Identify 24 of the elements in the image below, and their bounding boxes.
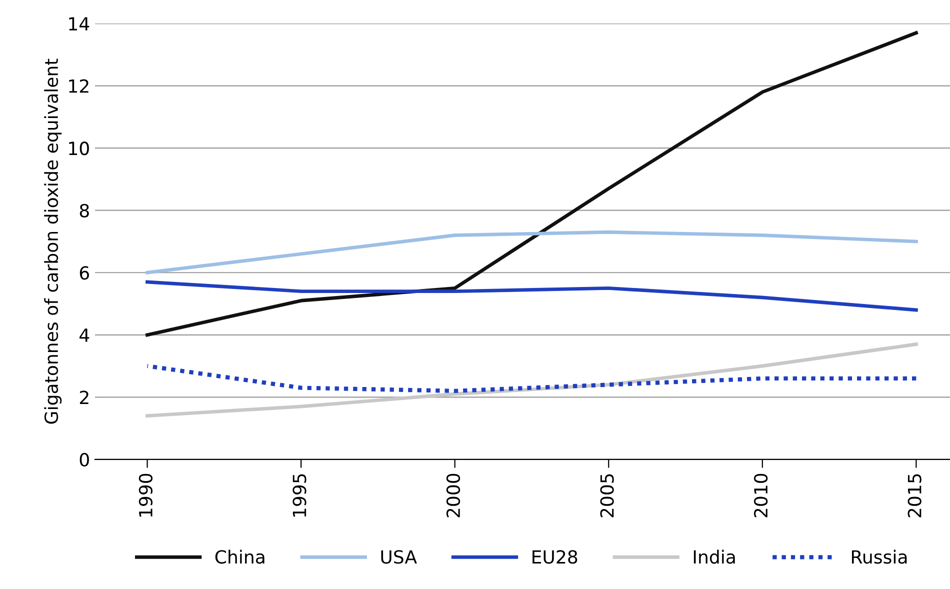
legend-label: China bbox=[215, 550, 264, 564]
y-tick-label: 2 bbox=[80, 390, 88, 404]
y-tick-label: 6 bbox=[80, 266, 89, 280]
y-tick-label: 4 bbox=[80, 328, 90, 342]
x-tick-label: 2015 bbox=[908, 474, 922, 518]
x-tick-label: 2000 bbox=[446, 474, 460, 518]
line-series bbox=[146, 31, 918, 337]
legend-label: EU28 bbox=[532, 550, 578, 564]
y-tick-label: 12 bbox=[69, 79, 88, 93]
y-axis-title: Gigatonnes of carbon dioxide equivalent bbox=[44, 58, 62, 424]
y-tick-label: 8 bbox=[80, 204, 89, 218]
x-tick-label: 1995 bbox=[292, 474, 306, 517]
legend-label: India bbox=[694, 550, 735, 564]
x-tick-label: 2005 bbox=[600, 474, 614, 518]
line-series bbox=[146, 230, 918, 274]
legend-label: Russia bbox=[852, 550, 907, 564]
y-tick-label: 0 bbox=[80, 452, 89, 467]
x-tick-label: 1990 bbox=[138, 474, 153, 517]
x-tick-label: 2010 bbox=[754, 474, 768, 518]
line-series bbox=[146, 280, 918, 312]
line-series bbox=[146, 342, 918, 418]
legend-label: USA bbox=[381, 550, 417, 564]
y-tick-label: 14 bbox=[69, 17, 90, 30]
y-tick-label: 10 bbox=[69, 142, 89, 156]
